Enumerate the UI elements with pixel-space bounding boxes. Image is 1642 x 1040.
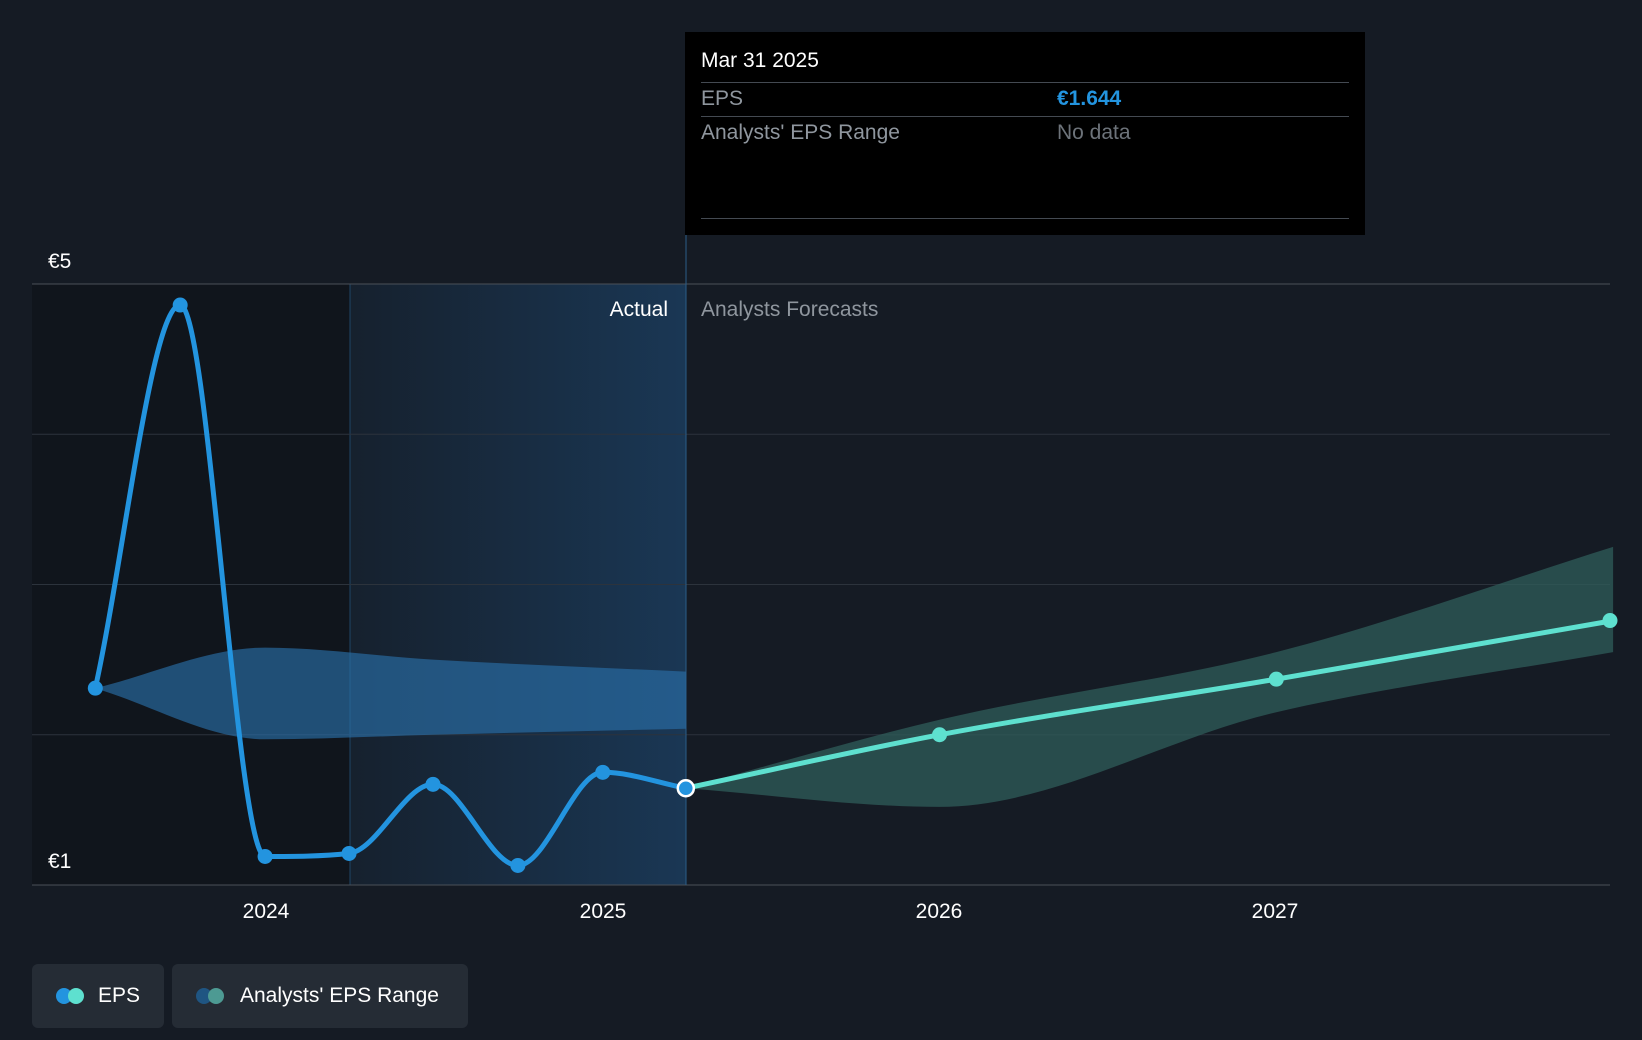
eps-point-highlight	[676, 778, 696, 798]
tooltip-bottom-divider	[701, 218, 1349, 219]
tooltip-eps-value: €1.644	[1057, 87, 1122, 110]
eps-point-actual-5	[510, 857, 526, 873]
eps-range-band-forecast	[685, 546, 1614, 807]
actual-label: Actual	[610, 298, 668, 321]
eps-line-actual	[92, 302, 689, 869]
tooltip-range-label: Analysts' EPS Range	[701, 121, 900, 144]
legend-eps-label: EPS	[97, 984, 140, 1007]
eps-point-actual-4	[425, 776, 441, 792]
eps-point-forecast-3	[1602, 613, 1618, 629]
eps-line-forecast	[683, 618, 1616, 791]
x-tick-2027: 2027	[1252, 900, 1299, 923]
tooltip-eps-row: EPS €1.644	[701, 82, 1349, 116]
eps-point-forecast-1	[932, 727, 948, 743]
eps-point-forecast-2	[1268, 671, 1284, 687]
legend-item-eps[interactable]: EPS	[32, 964, 164, 1028]
x-tick-2025: 2025	[580, 900, 627, 923]
eps-point-actual-3	[341, 845, 357, 861]
tooltip: Mar 31 2025 EPS €1.644 Analysts' EPS Ran…	[685, 32, 1365, 235]
legend-item-range[interactable]: Analysts' EPS Range	[172, 964, 468, 1028]
x-tick-2026: 2026	[916, 900, 963, 923]
eps-point-actual-6	[595, 764, 611, 780]
legend-range-label: Analysts' EPS Range	[240, 984, 439, 1007]
eps-point-actual-0	[87, 680, 103, 696]
eps-legend-icon	[56, 988, 84, 1004]
tooltip-range-value: No data	[1057, 121, 1131, 144]
y-tick-top: €5	[48, 250, 71, 273]
eps-point-actual-2	[257, 848, 273, 864]
eps-point-actual-1	[172, 297, 188, 313]
range-legend-icon	[196, 988, 226, 1004]
tooltip-range-row: Analysts' EPS Range No data	[701, 116, 1349, 150]
x-tick-2024: 2024	[243, 900, 290, 923]
eps-range-band-actual	[95, 647, 686, 740]
tooltip-eps-label: EPS	[701, 87, 744, 110]
tooltip-date: Mar 31 2025	[701, 49, 819, 72]
y-tick-bottom: €1	[48, 850, 71, 873]
forecast-label: Analysts Forecasts	[701, 298, 878, 321]
